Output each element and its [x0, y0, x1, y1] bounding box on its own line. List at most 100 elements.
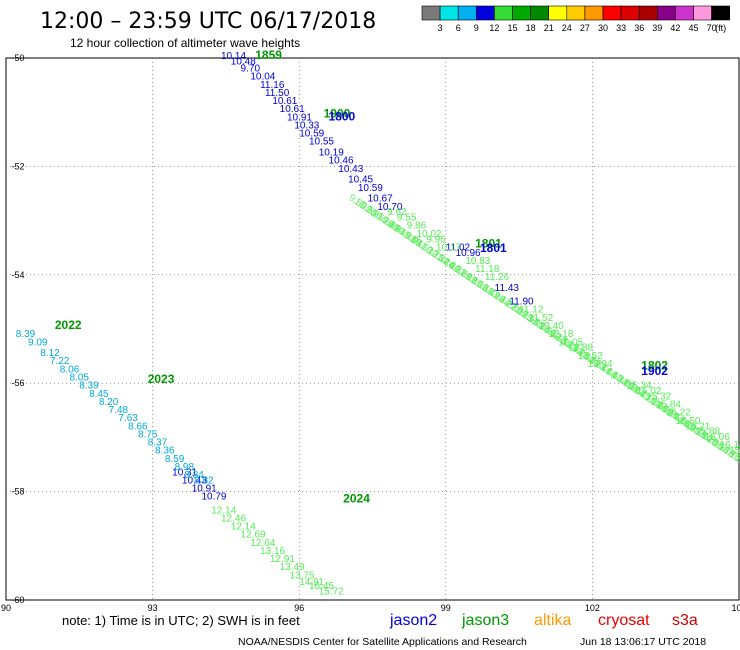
y-tick-label: -54	[11, 270, 24, 280]
data-point-label: 12.18	[548, 329, 573, 340]
x-tick-label: 93	[148, 603, 158, 613]
data-point-label: 11.90	[509, 297, 534, 308]
colorbar-label: 24	[562, 23, 572, 33]
data-point-label: 15.02	[636, 386, 661, 397]
colorbar-swatch	[638, 5, 658, 21]
colorbar-label: 30	[598, 23, 608, 33]
data-point-label: 8.84	[184, 470, 204, 481]
data-point-label: 10.33	[294, 120, 319, 131]
color-scale: 3 6 9 12 15 18 21 24 27 30 33 36 39 42 45 70(ft)	[421, 5, 730, 33]
data-point-label: 16.21	[685, 421, 710, 432]
data-point-label: 16.50	[675, 416, 700, 427]
footer-credit: NOAA/NESDIS Center for Satellite Applica…	[238, 636, 527, 648]
time-label: 1801	[475, 237, 502, 251]
colorbar-swatch	[439, 5, 459, 21]
data-point-label: 9.96	[426, 234, 446, 245]
x-tick-label: 99	[441, 603, 451, 613]
colorbar-swatch	[620, 5, 640, 21]
data-point-label: 12.40	[539, 321, 564, 332]
data-point-label: 9.62	[387, 207, 407, 218]
colorbar-label: (ft)	[715, 23, 726, 33]
colorbar-swatch	[512, 5, 531, 21]
y-tick-label: -52	[11, 161, 24, 171]
data-point-label: 12.46	[221, 513, 246, 524]
footer: note: 1) Time is in UTC; 2) SWH is in fe…	[62, 612, 706, 648]
data-point-label: 10.17	[436, 242, 461, 253]
colorbar-swatch	[421, 5, 441, 21]
data-point-label: 8.39	[16, 329, 36, 340]
legend-item-s3a: s3a	[672, 612, 698, 629]
data-point-label: 10.14	[221, 51, 246, 62]
data-point-label: 7.22	[50, 356, 70, 367]
time-label: 1801	[480, 241, 507, 255]
data-point-label: 13.49	[280, 562, 305, 573]
time-label: 1902	[641, 364, 668, 378]
colorbar-swatch	[711, 5, 730, 21]
data-point-label: 8.12	[40, 348, 60, 359]
data-point-label: 10.04	[250, 72, 275, 83]
data-point-label: 11.02	[446, 242, 471, 253]
legend-item-cryosat: cryosat	[598, 612, 650, 629]
time-label: 2024	[343, 491, 370, 505]
data-point-label: 12.69	[241, 530, 266, 541]
data-point-label: 8.45	[89, 389, 109, 400]
data-point-label: 10.45	[348, 175, 373, 186]
colorbar-label: 27	[580, 23, 590, 33]
data-point-label: 11.12	[519, 305, 544, 316]
data-point-label: 12.88	[568, 343, 593, 354]
colorbar-label: 42	[670, 23, 680, 33]
data-point-label: 8.37	[148, 438, 168, 449]
data-point-label: 8.82	[194, 475, 214, 486]
data-point-label: 12.91	[270, 554, 295, 565]
colorbar-label: 39	[652, 23, 662, 33]
data-point-label: 16.06	[705, 432, 730, 443]
data-point-label: 12.64	[250, 538, 275, 549]
colorbar-label: 33	[616, 23, 626, 33]
data-point-label: 9.55	[397, 213, 417, 224]
data-point-label: 15.34	[627, 381, 652, 392]
data-point-label: 10.67	[368, 194, 393, 205]
data-point-label: 13.16	[260, 546, 285, 557]
data-point-label: 11.16	[260, 80, 285, 91]
y-tick-label: -60	[11, 595, 24, 605]
colorbar-swatch	[494, 5, 513, 21]
time-label: 2022	[55, 318, 82, 332]
time-label: 1859	[255, 48, 282, 62]
data-point-label: 10.43	[338, 164, 363, 175]
data-point-label: 10.83	[465, 256, 490, 267]
data-point-label: 10.59	[358, 183, 383, 194]
time-label: 1802	[641, 359, 668, 373]
colorbar-label: 18	[526, 23, 536, 33]
axis-ticks: 90 93 96 99 102 105 -50 -52 -54 -56 -58 -60	[1, 53, 740, 613]
data-points: 10.1410.489.7010.0411.1611.5010.6110.611…	[16, 51, 740, 597]
data-point-label: 11.18	[475, 264, 500, 275]
data-point-label: 11.52	[529, 313, 554, 324]
data-point-label: 15.88	[695, 427, 720, 438]
data-point-label: 9.70	[241, 64, 261, 75]
time-label: 1900	[324, 107, 351, 121]
data-point-label: 10.55	[309, 137, 334, 148]
data-point-label: 10.61	[280, 104, 305, 115]
data-point-label: 8.06	[60, 364, 80, 375]
y-tick-label: -58	[11, 487, 24, 497]
data-point-label: 8.75	[138, 429, 158, 440]
plot-frame	[5, 57, 740, 601]
data-point-label: 11.50	[265, 88, 290, 99]
colorbar-label: 15	[507, 23, 517, 33]
plot-area: 90939699102105-50-52-54-56-58-60 9.5010.…	[1, 48, 740, 613]
data-point-label: 14.91	[299, 577, 324, 588]
colorbar-swatch	[530, 5, 549, 21]
colorbar-label: 45	[688, 23, 698, 33]
data-point-label: 15.32	[646, 391, 671, 402]
data-point-label: 10.31	[172, 467, 197, 478]
colorbar-swatch	[693, 5, 712, 21]
data-point-label: 8.39	[79, 381, 99, 392]
colorbar-label: 6	[456, 23, 461, 33]
data-point-label: 10.91	[192, 484, 217, 495]
time-label: 2023	[148, 372, 175, 386]
colorbar-swatch	[584, 5, 604, 21]
colorbar-swatch	[475, 5, 495, 21]
satellite-legend: jason2 jason3 altika cryosat s3a	[389, 612, 698, 629]
legend-item-altika: altika	[534, 612, 571, 629]
legend-item-jason2: jason2	[389, 612, 437, 629]
